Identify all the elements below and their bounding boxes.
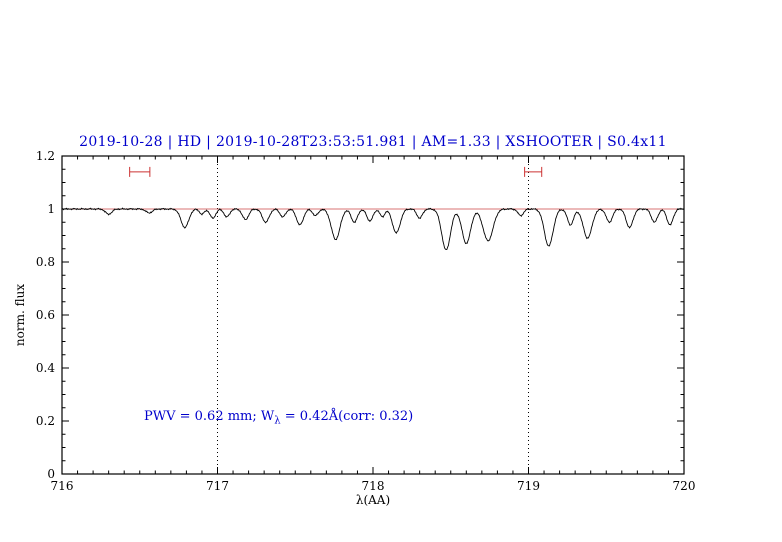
x-tick-label: 717 [206,479,229,493]
annotation-lambda-subscript: λ [274,415,281,427]
annotation-text-lead: PWV = 0.62 mm; W [144,409,275,424]
y-tick-label: 0.8 [36,255,55,269]
annotation-text-tail: = 0.42Å(corr: 0.32) [280,409,414,424]
y-axis-label: norm. flux [13,283,27,347]
y-tick-label: 0.4 [36,361,55,375]
y-tick-label: 1.2 [36,149,55,163]
x-tick-label: 719 [517,479,540,493]
plot-title: 2019-10-28 | HD | 2019-10-28T23:53:51.98… [79,134,667,150]
y-tick-label: 1 [47,202,55,216]
spectrum-line [61,207,685,251]
pwv-annotation: PWV = 0.62 mm; Wλ = 0.42Å(corr: 0.32) [144,409,413,427]
range-marker [129,166,151,177]
range-marker [524,166,543,177]
x-axis-label: λ(AA) [355,493,391,507]
x-tick-label: 720 [673,479,696,493]
plot-frame [61,155,685,475]
y-tick-label: 0 [47,467,55,481]
x-tick-label: 716 [51,479,74,493]
y-tick-label: 0.6 [36,308,55,322]
y-tick-label: 0.2 [36,414,55,428]
x-tick-label: 718 [362,479,385,493]
